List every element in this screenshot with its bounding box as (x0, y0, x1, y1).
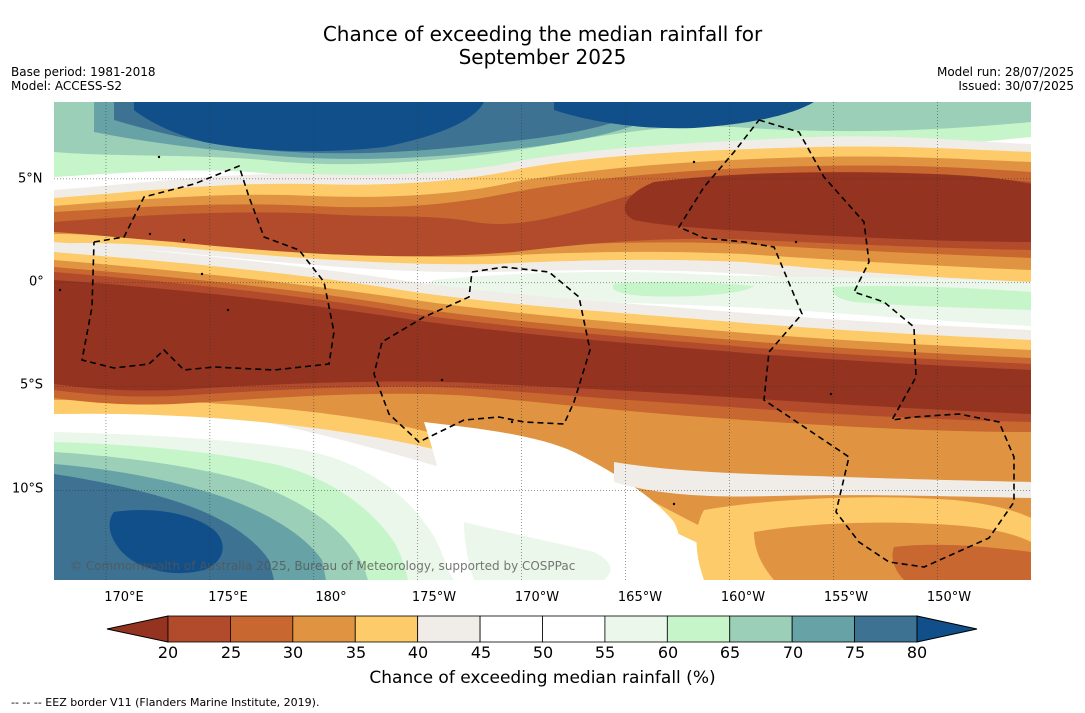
colorbar-tick: 20 (157, 643, 179, 662)
meta-right: Model run: 28/07/2025 Issued: 30/07/2025 (937, 65, 1074, 93)
colorbar-arrow-low (106, 615, 169, 643)
colorbar-tick: 35 (345, 643, 367, 662)
lon-label-175w: 175°W (411, 590, 457, 605)
colorbar-cell (167, 615, 231, 643)
colorbar-cell (604, 615, 668, 643)
wet-region-north-80b (134, 102, 484, 152)
meta-left: Base period: 1981-2018 Model: ACCESS-S2 (11, 65, 156, 93)
equatorial-wet-65b (832, 285, 1031, 310)
colorbar-cell (417, 615, 481, 643)
lon-label-170w: 170°W (514, 590, 560, 605)
eez-line-islands (677, 119, 1015, 568)
map-title-line2: September 2025 (458, 45, 627, 69)
lon-label-175e: 175°E (208, 590, 248, 605)
colorbar-cells (167, 615, 918, 643)
dry-band-south-20 (54, 280, 1031, 414)
wet-region-south-80b (109, 510, 223, 574)
se-dry-30 (892, 544, 1031, 580)
equatorial-wet-60 (426, 272, 1031, 326)
colorbar-cell (542, 615, 606, 643)
lon-label-155w: 155°W (823, 590, 869, 605)
model-text: Model: ACCESS-S2 (11, 79, 123, 93)
dry-band-north-20 (624, 172, 1031, 242)
colorbar-cell (479, 615, 543, 643)
eez-phoenix-islands (373, 266, 591, 443)
lat-label-5n: 5°N (18, 171, 43, 187)
lon-label-150w: 150°W (926, 590, 972, 605)
colorbar-cell (854, 615, 918, 643)
issued-text: Issued: 30/07/2025 (958, 79, 1074, 93)
colorbar-tick: 45 (470, 643, 492, 662)
colorbar-cell (666, 615, 731, 643)
eez-footnote: -- -- -- EEZ border V11 (Flanders Marine… (11, 696, 320, 709)
colorbar-cell (729, 615, 793, 643)
colorbar-arrow-high (916, 615, 978, 643)
gridlines (54, 102, 1031, 580)
se-gray (614, 462, 1031, 498)
colorbar-tick: 65 (719, 643, 741, 662)
copyright-text: © Commonwealth of Australia 2025, Bureau… (70, 559, 575, 573)
colorbar-tick: 40 (407, 643, 429, 662)
lat-label-0: 0° (29, 274, 44, 290)
eez-tuvalu-kiribati-west (81, 164, 335, 371)
wet-region-north-80c (554, 102, 814, 129)
colorbar-cell (230, 615, 294, 643)
southern-light-green (464, 522, 611, 580)
eez-borders (81, 119, 1015, 568)
lon-label-170e: 170°E (104, 590, 144, 605)
colorbar-tick: 55 (594, 643, 616, 662)
map-title-line1: Chance of exceeding the median rainfall … (322, 22, 763, 46)
lon-label-165w: 165°W (617, 590, 663, 605)
lon-label-180: 180° (315, 590, 347, 605)
colorbar-cell (292, 615, 356, 643)
colorbar (106, 615, 978, 643)
lon-label-160w: 160°W (720, 590, 766, 605)
colorbar-tick: 50 (532, 643, 554, 662)
island-markers (58, 155, 833, 506)
colorbar-tick: 60 (657, 643, 679, 662)
colorbar-cell (791, 615, 855, 643)
equatorial-wet-65 (612, 281, 754, 297)
colorbar-label: Chance of exceeding median rainfall (%) (369, 668, 716, 688)
colorbar-tick: 80 (906, 643, 928, 662)
colorbar-tick: 30 (282, 643, 304, 662)
base-period-text: Base period: 1981-2018 (11, 65, 156, 79)
colorbar-tick: 70 (782, 643, 804, 662)
lat-label-5s: 5°S (20, 377, 44, 393)
colorbar-tick: 25 (220, 643, 242, 662)
lat-label-10s: 10°S (12, 481, 44, 497)
rainfall-map: © Commonwealth of Australia 2025, Bureau… (54, 102, 1031, 580)
colorbar-tick: 75 (844, 643, 866, 662)
model-run-text: Model run: 28/07/2025 (936, 65, 1074, 79)
colorbar-cell (354, 615, 419, 643)
